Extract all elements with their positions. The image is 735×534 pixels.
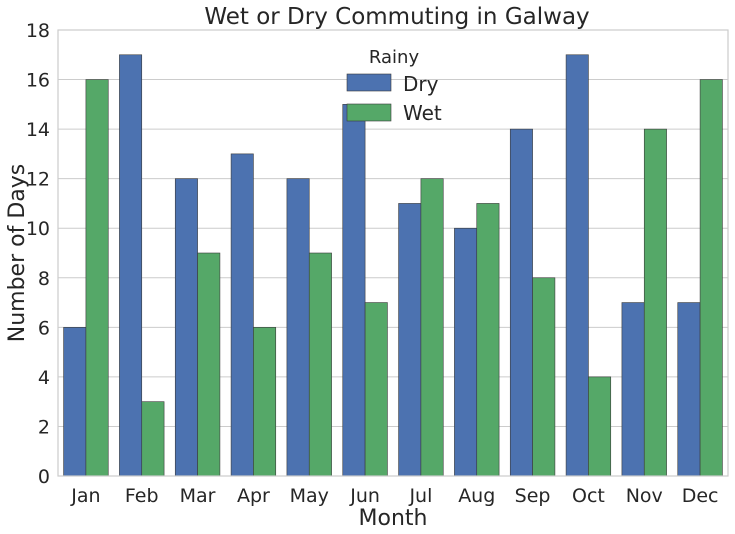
bar-dry-dec bbox=[677, 302, 701, 477]
bar-wet-jul bbox=[420, 178, 444, 477]
legend-label-wet: Wet bbox=[403, 101, 442, 125]
y-tick-label: 8 bbox=[38, 268, 50, 290]
bar-wet-feb bbox=[141, 401, 165, 477]
bar-wet-nov bbox=[643, 128, 667, 477]
bar-dry-jun bbox=[342, 104, 366, 477]
bar-wet-jun bbox=[364, 302, 388, 477]
x-tick-label: Oct bbox=[572, 485, 605, 507]
legend: Rainy Dry Wet bbox=[346, 47, 442, 125]
x-tick-label: Dec bbox=[682, 485, 719, 507]
x-tick-labels: Jan Feb Mar Apr May Jun Jul Aug Sep Oct Nov Dec bbox=[70, 485, 718, 507]
y-tick-label: 14 bbox=[26, 119, 50, 141]
bar-wet-oct bbox=[588, 376, 612, 477]
bar-dry-jul bbox=[398, 203, 422, 477]
bar-wet-sep bbox=[532, 277, 556, 477]
legend-title: Rainy bbox=[369, 47, 420, 68]
x-tick-label: May bbox=[290, 485, 329, 507]
x-tick-label: Jun bbox=[349, 485, 380, 507]
x-tick-label: Feb bbox=[125, 485, 159, 507]
legend-swatch-dry bbox=[346, 73, 392, 92]
x-axis-label: Month bbox=[359, 506, 428, 531]
bar-dry-aug bbox=[454, 227, 478, 477]
bar-dry-feb bbox=[119, 54, 143, 477]
x-tick-label: Jul bbox=[408, 485, 432, 507]
x-tick-label: Sep bbox=[515, 485, 551, 507]
bar-dry-may bbox=[286, 178, 310, 477]
y-tick-label: 0 bbox=[38, 466, 50, 488]
bar-wet-apr bbox=[253, 327, 277, 477]
x-tick-label: Nov bbox=[626, 485, 663, 507]
bar-wet-jan bbox=[85, 79, 109, 477]
plot-frame bbox=[57, 29, 729, 477]
bar-dry-jan bbox=[63, 327, 87, 477]
y-tick-label: 16 bbox=[26, 70, 50, 92]
bar-dry-oct bbox=[565, 54, 589, 477]
y-tick-labels: 0 2 4 6 8 10 12 14 16 18 bbox=[26, 20, 50, 488]
y-tick-label: 2 bbox=[38, 416, 50, 438]
y-tick-label: 6 bbox=[38, 317, 50, 339]
bars bbox=[63, 54, 723, 477]
bar-dry-nov bbox=[621, 302, 645, 477]
legend-label-dry: Dry bbox=[403, 72, 439, 96]
bar-wet-may bbox=[308, 252, 332, 477]
x-tick-label: Mar bbox=[180, 485, 216, 507]
x-tick-label: Aug bbox=[458, 485, 495, 507]
x-tick-label: Jan bbox=[70, 485, 100, 507]
bar-dry-sep bbox=[509, 128, 533, 477]
bar-dry-mar bbox=[174, 178, 198, 477]
y-tick-label: 10 bbox=[26, 218, 50, 240]
y-tick-label: 18 bbox=[26, 20, 50, 42]
bar-wet-mar bbox=[197, 252, 221, 477]
legend-swatch-wet bbox=[346, 103, 392, 122]
y-tick-label: 12 bbox=[26, 169, 50, 191]
y-tick-label: 4 bbox=[38, 367, 50, 389]
y-axis-label: Number of Days bbox=[5, 164, 30, 342]
bar-wet-aug bbox=[476, 203, 500, 477]
bar-dry-apr bbox=[230, 153, 254, 477]
chart-title: Wet or Dry Commuting in Galway bbox=[204, 4, 589, 30]
bar-wet-dec bbox=[699, 79, 723, 477]
x-tick-label: Apr bbox=[237, 485, 270, 507]
